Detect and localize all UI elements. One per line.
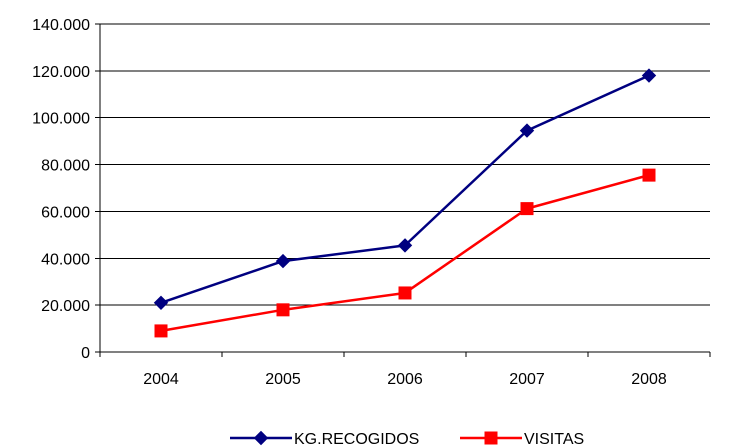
legend: KG.RECOGIDOS VISITAS xyxy=(230,430,584,448)
data-point-visitas xyxy=(154,324,168,338)
x-tick-label: 2006 xyxy=(387,371,423,388)
gridlines xyxy=(100,23,710,306)
data-point-kg-recogidos xyxy=(397,238,413,253)
legend-item-kg-recogidos: KG.RECOGIDOS xyxy=(230,430,419,448)
y-tick-label: 140.000 xyxy=(32,17,90,34)
series-line-visitas xyxy=(160,173,650,333)
axes xyxy=(99,24,710,353)
series-visitas xyxy=(154,168,656,338)
series-line-kg-recogidos xyxy=(160,74,650,304)
y-tick-label: 40.000 xyxy=(41,251,90,268)
series-kg-recogidos xyxy=(153,68,657,311)
data-point-visitas xyxy=(642,168,656,182)
data-point-visitas xyxy=(520,202,534,216)
y-axis-ticks: 0 20.000 40.000 60.000 80.000 100.000 120.000 1… xyxy=(32,17,100,362)
legend-label: KG.RECOGIDOS xyxy=(294,431,419,448)
x-tick-label: 2005 xyxy=(265,371,301,388)
y-tick-label: 20.000 xyxy=(41,298,90,315)
data-point-visitas xyxy=(398,286,412,300)
x-tick-label: 2008 xyxy=(631,371,667,388)
y-tick-label: 60.000 xyxy=(41,204,90,221)
data-point-kg-recogidos xyxy=(153,295,169,311)
legend-swatch-marker xyxy=(253,430,269,446)
x-tick-label: 2007 xyxy=(509,371,545,388)
y-tick-label: 0 xyxy=(81,345,90,362)
data-point-visitas xyxy=(276,303,290,317)
y-tick-label: 80.000 xyxy=(41,158,90,175)
y-tick-label: 100.000 xyxy=(32,111,90,128)
x-axis-ticks: 2004 2005 2006 2007 2008 xyxy=(99,352,711,388)
x-tick-label: 2004 xyxy=(143,371,179,388)
data-point-kg-recogidos xyxy=(275,253,291,269)
legend-label: VISITAS xyxy=(524,431,584,448)
data-point-kg-recogidos xyxy=(519,123,535,138)
y-tick-label: 120.000 xyxy=(32,64,90,81)
series-layer xyxy=(153,68,657,338)
legend-item-visitas: VISITAS xyxy=(460,431,584,448)
data-point-kg-recogidos xyxy=(641,68,657,83)
legend-swatch-marker xyxy=(484,431,498,445)
